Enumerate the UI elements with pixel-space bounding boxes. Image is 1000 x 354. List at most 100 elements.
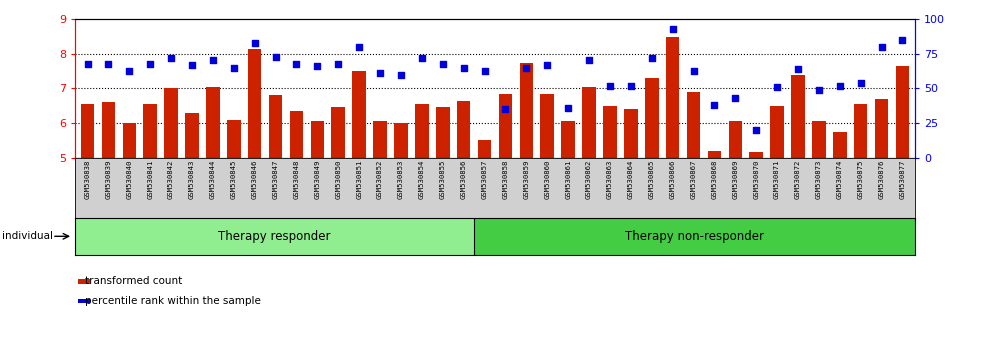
Text: transformed count: transformed count xyxy=(85,276,182,286)
Bar xyxy=(81,104,94,158)
Point xyxy=(832,83,848,88)
Text: GSM530872: GSM530872 xyxy=(795,159,801,199)
Text: GSM530849: GSM530849 xyxy=(314,159,320,199)
Bar xyxy=(854,104,867,158)
Bar xyxy=(102,102,115,158)
Text: GSM530867: GSM530867 xyxy=(691,159,697,199)
Bar xyxy=(352,71,366,158)
Point xyxy=(142,61,158,67)
Bar xyxy=(143,104,157,158)
Bar xyxy=(394,123,408,158)
Bar xyxy=(78,279,90,284)
Text: GSM530877: GSM530877 xyxy=(899,159,905,199)
Text: GSM530866: GSM530866 xyxy=(670,159,676,199)
Point xyxy=(414,55,430,61)
Text: GSM530859: GSM530859 xyxy=(523,159,529,199)
Bar xyxy=(164,88,178,158)
Text: GSM530857: GSM530857 xyxy=(482,159,488,199)
Bar xyxy=(331,108,345,158)
Bar xyxy=(227,120,241,158)
Text: GSM530871: GSM530871 xyxy=(774,159,780,199)
Point xyxy=(100,61,116,67)
Text: GSM530839: GSM530839 xyxy=(105,159,111,199)
Text: GSM530840: GSM530840 xyxy=(126,159,132,199)
Point xyxy=(121,68,137,73)
Text: GSM530865: GSM530865 xyxy=(649,159,655,199)
Bar xyxy=(474,218,915,255)
Point xyxy=(769,84,785,90)
Text: GSM530854: GSM530854 xyxy=(419,159,425,199)
Text: GSM530858: GSM530858 xyxy=(502,159,508,199)
Bar xyxy=(415,104,429,158)
Point xyxy=(539,62,555,68)
Bar xyxy=(185,113,199,158)
Text: GSM530870: GSM530870 xyxy=(753,159,759,199)
Bar xyxy=(373,121,387,158)
Bar xyxy=(603,106,617,158)
Point xyxy=(330,61,346,67)
Point xyxy=(372,70,388,76)
Bar xyxy=(645,78,659,158)
Text: Therapy non-responder: Therapy non-responder xyxy=(625,230,764,243)
Text: GSM530862: GSM530862 xyxy=(586,159,592,199)
Bar xyxy=(833,132,847,158)
Point xyxy=(247,40,263,46)
Point xyxy=(456,65,472,70)
Text: Therapy responder: Therapy responder xyxy=(218,230,331,243)
Point xyxy=(581,57,597,62)
Point xyxy=(205,57,221,62)
Text: GSM530856: GSM530856 xyxy=(461,159,467,199)
Bar xyxy=(311,121,324,158)
Text: GSM530844: GSM530844 xyxy=(210,159,216,199)
Point xyxy=(435,61,451,67)
Text: GSM530838: GSM530838 xyxy=(85,159,91,199)
Bar xyxy=(457,101,470,158)
Point xyxy=(748,127,764,133)
Text: GSM530863: GSM530863 xyxy=(607,159,613,199)
Bar xyxy=(875,99,888,158)
Text: GSM530852: GSM530852 xyxy=(377,159,383,199)
Bar xyxy=(478,140,491,158)
Text: GSM530855: GSM530855 xyxy=(440,159,446,199)
Bar xyxy=(749,152,763,158)
Text: GSM530869: GSM530869 xyxy=(732,159,738,199)
Bar xyxy=(123,123,136,158)
Point xyxy=(497,106,513,112)
Point xyxy=(163,55,179,61)
Bar xyxy=(269,95,282,158)
Text: GSM530848: GSM530848 xyxy=(293,159,299,199)
Text: GSM530847: GSM530847 xyxy=(273,159,279,199)
Point xyxy=(184,62,200,68)
Bar xyxy=(708,150,721,158)
Point xyxy=(727,95,743,101)
Point xyxy=(790,66,806,72)
Bar xyxy=(561,121,575,158)
Point xyxy=(894,37,910,43)
Text: percentile rank within the sample: percentile rank within the sample xyxy=(85,296,261,306)
Bar xyxy=(770,106,784,158)
Text: GSM530874: GSM530874 xyxy=(837,159,843,199)
Text: GSM530873: GSM530873 xyxy=(816,159,822,199)
Point xyxy=(853,80,869,86)
Text: GSM530853: GSM530853 xyxy=(398,159,404,199)
Point xyxy=(309,64,325,69)
Text: GSM530851: GSM530851 xyxy=(356,159,362,199)
Point xyxy=(226,65,242,70)
Point xyxy=(351,44,367,50)
Bar xyxy=(248,49,261,158)
Point xyxy=(811,87,827,93)
Bar xyxy=(75,218,474,255)
Bar xyxy=(78,299,90,303)
Text: GSM530842: GSM530842 xyxy=(168,159,174,199)
Bar xyxy=(624,109,638,158)
Text: GSM530861: GSM530861 xyxy=(565,159,571,199)
Text: GSM530846: GSM530846 xyxy=(252,159,258,199)
Bar xyxy=(666,37,679,158)
Text: individual: individual xyxy=(2,231,53,241)
Bar xyxy=(540,94,554,158)
Text: GSM530864: GSM530864 xyxy=(628,159,634,199)
Point xyxy=(477,68,493,73)
Bar xyxy=(812,121,826,158)
Bar xyxy=(499,94,512,158)
Point xyxy=(268,54,284,59)
